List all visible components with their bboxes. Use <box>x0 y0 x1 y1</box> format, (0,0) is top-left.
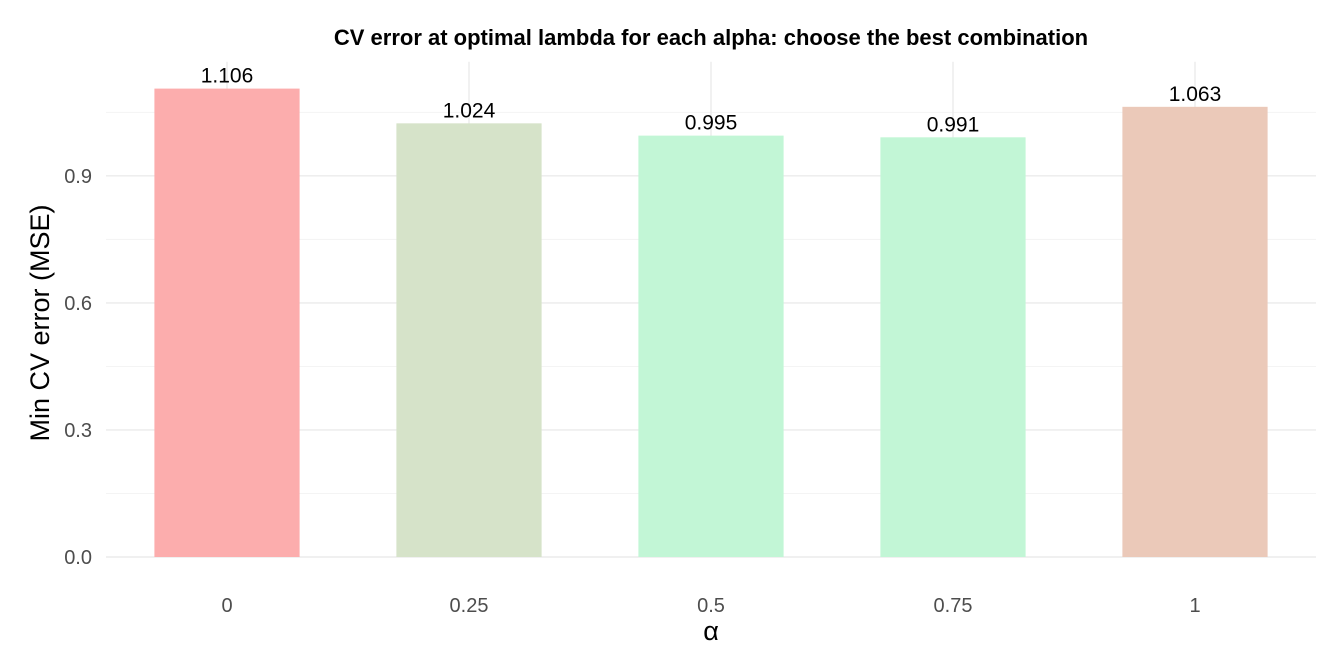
y-tick-label: 0.0 <box>64 547 92 569</box>
x-axis-title: α <box>703 616 719 646</box>
data-label: 1.024 <box>443 99 496 122</box>
data-label: 1.063 <box>1169 83 1222 106</box>
y-tick-label: 0.9 <box>64 166 92 188</box>
bar-alpha-0.75 <box>880 137 1026 557</box>
chart-title: CV error at optimal lambda for each alph… <box>334 25 1088 50</box>
bars <box>154 88 1268 557</box>
bar-alpha-0.25 <box>396 123 542 557</box>
bar-alpha-0 <box>154 88 300 557</box>
x-tick-label: 1 <box>1189 595 1200 617</box>
y-tick-label: 0.3 <box>64 420 92 442</box>
bar-alpha-1 <box>1122 106 1268 557</box>
y-axis-title: Min CV error (MSE) <box>25 204 55 441</box>
data-label: 0.995 <box>685 112 738 135</box>
x-tick-label: 0.75 <box>934 595 973 617</box>
x-tick-label: 0.25 <box>450 595 489 617</box>
data-labels: 1.106 1.024 0.995 0.991 1.063 <box>201 65 1222 137</box>
x-tick-label: 0.5 <box>697 595 725 617</box>
x-tick-label: 0 <box>221 595 232 617</box>
y-tick-label: 0.6 <box>64 293 92 315</box>
data-label: 0.991 <box>927 113 980 136</box>
bar-alpha-0.5 <box>638 135 784 557</box>
x-axis-ticks: 0 0.25 0.5 0.75 1 <box>221 595 1200 617</box>
data-label: 1.106 <box>201 65 254 88</box>
y-axis-ticks: 0.0 0.3 0.6 0.9 <box>64 166 92 569</box>
